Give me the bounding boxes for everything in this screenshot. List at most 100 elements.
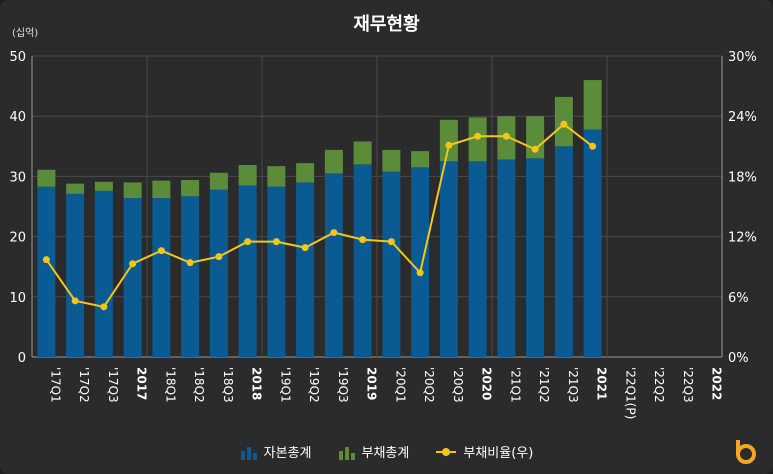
bar-equity (353, 164, 372, 357)
y-left-tick-label: 10 (9, 291, 26, 306)
y-left-tick-label: 40 (9, 110, 26, 125)
point-ratio (157, 247, 165, 255)
y-right-tick-label: 0% (728, 351, 749, 366)
x-tick-label: '21Q2 (537, 367, 551, 403)
x-tick-label: '22Q3 (681, 367, 695, 403)
point-ratio (474, 132, 482, 140)
point-ratio (42, 256, 50, 264)
point-ratio (100, 303, 108, 311)
x-tick-label: 2020 (480, 367, 494, 400)
point-ratio (272, 238, 280, 246)
line-marker-icon (436, 447, 457, 456)
point-ratio (301, 244, 309, 252)
x-tick-label: '18Q3 (221, 367, 235, 403)
bar-equity (411, 167, 430, 357)
x-tick-label: '20Q1 (393, 367, 407, 403)
legend-item-liabilities[interactable]: 부채총계 (338, 442, 410, 461)
bar-equity (497, 159, 516, 357)
bar-equity (209, 189, 228, 357)
point-ratio (445, 141, 453, 149)
bar-equity (554, 146, 573, 357)
point-ratio (531, 145, 539, 153)
bar-liabilities (324, 149, 343, 174)
bar-liabilities (267, 166, 286, 187)
x-tick-label: 2022 (710, 367, 724, 400)
legend-label-ratio: 부채비율(우) (463, 446, 534, 461)
point-ratio (129, 260, 137, 268)
x-tick-label: '18Q1 (163, 367, 177, 403)
y-right-tick-label: 30% (728, 50, 757, 65)
x-tick-label: '18Q2 (192, 367, 206, 403)
x-tick-label: 2021 (595, 367, 609, 400)
bar-liabilities (209, 172, 228, 190)
y-right-tick-label: 18% (728, 170, 757, 185)
bar-liabilities (238, 164, 257, 186)
bar-equity (267, 186, 286, 357)
y-right-tick-label: 24% (728, 110, 757, 125)
bar-equity (123, 198, 142, 357)
x-tick-label: '20Q2 (422, 367, 436, 403)
y-right-tick-label: 6% (728, 291, 749, 306)
bar-equity (324, 173, 343, 357)
bar-liabilities (296, 163, 315, 183)
bar-chart-icon (338, 446, 355, 460)
bar-liabilities (66, 183, 85, 194)
y-left-tick-label: 50 (9, 50, 26, 65)
bar-equity (94, 190, 113, 357)
bar-equity (468, 161, 487, 357)
x-tick-label: '17Q2 (77, 367, 91, 403)
bar-liabilities (439, 119, 458, 162)
y-left-tick-label: 0 (18, 351, 26, 366)
bar-chart-icon (240, 446, 257, 460)
bar-equity (296, 182, 315, 357)
bar-liabilities (94, 181, 113, 191)
bar-liabilities (37, 169, 56, 187)
x-tick-label: '19Q1 (278, 367, 292, 403)
bar-liabilities (411, 151, 430, 168)
point-ratio (387, 238, 395, 246)
bar-liabilities (152, 180, 171, 199)
bar-equity (152, 198, 171, 357)
point-ratio (71, 297, 79, 305)
bar-equity (181, 196, 200, 357)
bar-liabilities (353, 141, 372, 165)
bar-equity (37, 186, 56, 357)
point-ratio (186, 259, 194, 267)
x-tick-label: '22Q2 (652, 367, 666, 403)
x-tick-label: '19Q3 (336, 367, 350, 403)
series-line-ratio (45, 122, 594, 308)
y-left-tick-label: 30 (9, 170, 26, 185)
bar-equity (66, 193, 85, 357)
point-ratio (589, 142, 597, 150)
legend-item-ratio[interactable]: 부채비율(우) (435, 442, 533, 461)
bar-liabilities (123, 182, 142, 199)
point-ratio (416, 269, 424, 277)
chart-legend: 자본총계 부채총계 부채비율(우) (0, 442, 773, 461)
bar-equity (439, 161, 458, 357)
x-tick-label: 2019 (365, 367, 379, 400)
y-left-tick-label: 20 (9, 231, 26, 246)
bar-equity (526, 158, 545, 357)
x-tick-label: '17Q1 (48, 367, 62, 403)
bar-liabilities (181, 180, 200, 197)
brand-logo-icon (736, 440, 756, 464)
y-right-tick-label: 12% (728, 231, 757, 246)
point-ratio (215, 253, 223, 261)
x-tick-label: '21Q1 (508, 367, 522, 403)
chart-title: 재무현황 (353, 14, 420, 35)
point-ratio (244, 238, 252, 246)
point-ratio (359, 236, 367, 244)
legend-label-liabilities: 부채총계 (361, 446, 410, 461)
x-tick-label: '19Q2 (307, 367, 321, 403)
legend-item-equity[interactable]: 자본총계 (240, 442, 312, 461)
x-tick-label: '17Q3 (106, 367, 120, 403)
legend-label-equity: 자본총계 (263, 446, 312, 461)
bar-liabilities (583, 80, 602, 130)
x-tick-label: '20Q3 (451, 367, 465, 403)
bar-equity (238, 185, 257, 357)
bar-liabilities (382, 149, 401, 172)
bar-equity (382, 171, 401, 357)
point-ratio (502, 132, 510, 140)
